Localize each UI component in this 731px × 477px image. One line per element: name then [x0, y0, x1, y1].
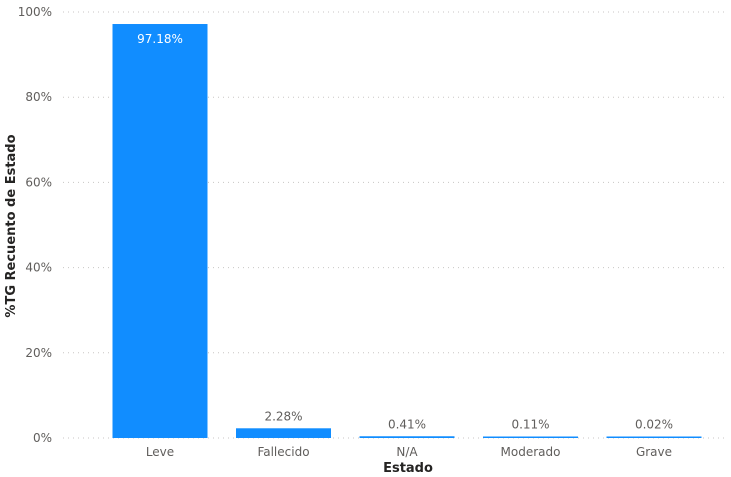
y-tick-label: 60% — [25, 175, 52, 189]
y-tick-label: 40% — [25, 261, 52, 275]
x-axis-title: Estado — [383, 461, 433, 476]
x-tick-label: Moderado — [501, 445, 561, 459]
bar — [359, 436, 455, 438]
bar — [606, 436, 702, 438]
bars — [112, 24, 702, 438]
data-label: 0.41% — [388, 417, 426, 431]
y-tick-label: 0% — [33, 431, 52, 445]
y-axis-title: %TG Recuento de Estado — [4, 134, 19, 317]
bar — [483, 436, 578, 438]
y-tick-label: 80% — [25, 90, 52, 104]
data-label: 2.28% — [264, 409, 302, 423]
x-tick-label: N/A — [396, 445, 418, 459]
data-label: 0.02% — [635, 418, 673, 432]
data-label: 97.18% — [137, 32, 183, 46]
bar — [236, 428, 331, 438]
x-tick-label: Leve — [146, 445, 174, 459]
y-axis-ticks: 0% 20% 40% 60% 80% 100% — [18, 5, 52, 445]
y-tick-label: 100% — [18, 5, 52, 19]
data-label: 0.11% — [511, 418, 549, 432]
data-labels: 97.18% 2.28% 0.41% 0.11% 0.02% — [137, 32, 673, 431]
y-tick-label: 20% — [25, 346, 52, 360]
bar — [112, 24, 208, 438]
x-axis-ticks: Leve Fallecido N/A Moderado Grave — [146, 445, 672, 459]
x-tick-label: Grave — [636, 445, 672, 459]
x-tick-label: Fallecido — [257, 445, 309, 459]
